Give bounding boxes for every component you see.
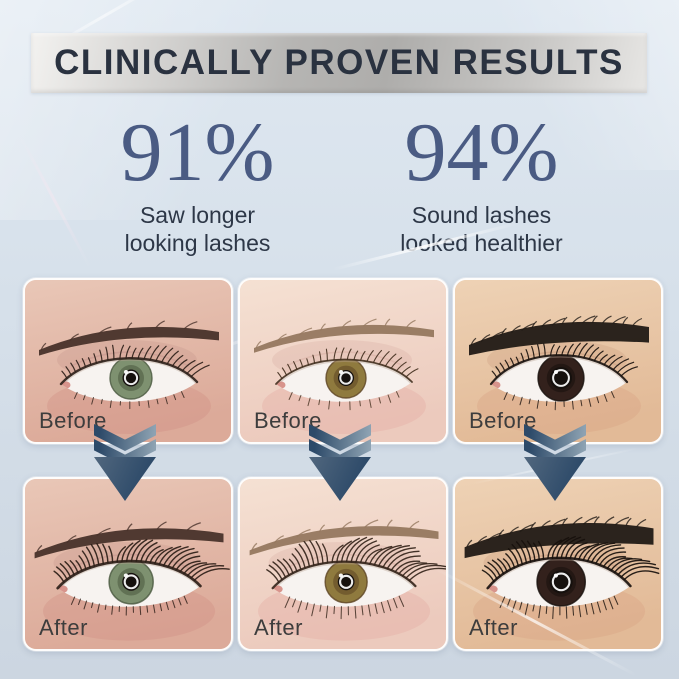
photo-label: After xyxy=(254,615,303,640)
stat-caption-line: looking lashes xyxy=(124,229,271,256)
after-photo-3: After xyxy=(453,477,663,651)
eye-photo-illustration xyxy=(240,280,446,442)
stat-longer-lashes: 91% Saw longer looking lashes xyxy=(67,110,329,257)
photo-label: Before xyxy=(469,408,537,433)
before-photo-2: Before xyxy=(238,278,448,444)
stat-caption-line: Saw longer xyxy=(139,201,256,228)
stat-value: 91% xyxy=(120,106,275,199)
eye-photo-illustration xyxy=(240,479,446,649)
stats-row: 91% Saw longer looking lashes 94% Sound … xyxy=(0,110,679,257)
stat-caption-line: looked healthier xyxy=(400,229,563,256)
stat-caption: Sound lashes looked healthier xyxy=(351,201,613,257)
photo-label: After xyxy=(469,615,518,640)
stat-caption: Saw longer looking lashes xyxy=(67,201,329,257)
eye-photo-illustration xyxy=(25,479,231,649)
stat-caption-line: Sound lashes xyxy=(411,201,552,228)
stat-healthier-lashes: 94% Sound lashes looked healthier xyxy=(351,110,613,257)
after-photo-1: After xyxy=(23,477,233,651)
eye-photo-illustration xyxy=(455,280,661,442)
before-photo-1: Before xyxy=(23,278,233,444)
after-photo-2: After xyxy=(238,477,448,651)
photo-label: Before xyxy=(254,408,322,433)
page-title: CLINICALLY PROVEN RESULTS xyxy=(54,43,624,82)
photo-label: After xyxy=(39,615,88,640)
eye-photo-illustration xyxy=(25,280,231,442)
before-photo-3: Before xyxy=(453,278,663,444)
photo-label: Before xyxy=(39,408,107,433)
header-banner: CLINICALLY PROVEN RESULTS xyxy=(31,33,647,93)
stat-value: 94% xyxy=(404,106,559,199)
